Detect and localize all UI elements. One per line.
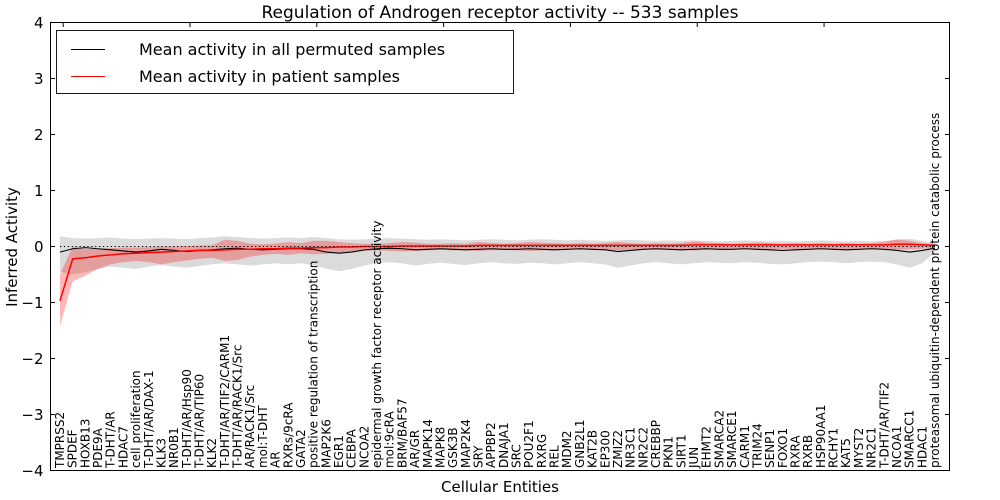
x-category-label: SENP1 bbox=[763, 429, 777, 468]
x-category-label: APPBP2 bbox=[484, 422, 498, 468]
x-category-label: AR bbox=[269, 451, 283, 468]
x-category-label: HDAC7 bbox=[116, 426, 130, 468]
x-category-label: KAT5 bbox=[839, 438, 853, 468]
x-category-label: CEBPA bbox=[345, 428, 359, 468]
x-category-label: RXRA bbox=[789, 435, 803, 468]
x-category-label: CARM1 bbox=[738, 425, 752, 468]
x-category-label: GSK3B bbox=[446, 427, 460, 468]
x-category-label: NR2C2 bbox=[636, 427, 650, 468]
patient-confidence-band bbox=[60, 239, 935, 327]
x-category-label: T-DHT/AR/Hsp90 bbox=[180, 369, 194, 469]
y-tick-label: 1 bbox=[34, 182, 44, 200]
x-category-label: KAT2B bbox=[586, 430, 600, 468]
x-category-label: TRIM24 bbox=[750, 423, 764, 469]
legend-item: Mean activity in patient samples bbox=[57, 63, 513, 90]
x-category-label: CREBBP bbox=[649, 420, 663, 468]
y-tick-label: −2 bbox=[21, 350, 43, 368]
x-category-label: SMARCA2 bbox=[712, 410, 726, 468]
permuted-line-swatch bbox=[71, 49, 105, 50]
x-category-label: KLK3 bbox=[154, 438, 168, 468]
x-category-label: AR/RACK1/Src bbox=[243, 385, 257, 468]
legend-label-permuted: Mean activity in all permuted samples bbox=[139, 40, 446, 59]
x-category-label: KLK2 bbox=[205, 438, 219, 468]
x-category-label: proteasomal ubiquitin-dependent protein … bbox=[928, 113, 942, 468]
x-category-label: T-DHT/AR/RACK1/Src bbox=[231, 345, 245, 469]
chart-title: Regulation of Androgen receptor activity… bbox=[261, 3, 739, 23]
y-tick-label: −3 bbox=[21, 406, 43, 424]
x-category-label: MAP2K6 bbox=[319, 419, 333, 468]
x-category-label: SRC bbox=[510, 444, 524, 468]
x-category-label: JUN bbox=[687, 447, 701, 469]
legend: Mean activity in all permuted samples Me… bbox=[56, 30, 514, 94]
y-tick-label: 2 bbox=[34, 126, 44, 144]
x-category-label: RXRB bbox=[801, 435, 815, 468]
x-category-label: PKN1 bbox=[662, 436, 676, 468]
legend-item: Mean activity in all permuted samples bbox=[57, 36, 513, 63]
x-category-label: RCHY1 bbox=[827, 428, 841, 468]
x-category-label: SMARCC1 bbox=[903, 410, 917, 468]
x-category-label: NCOA2 bbox=[357, 426, 371, 468]
x-category-label: NR3C1 bbox=[624, 427, 638, 468]
x-category-label: GNB2L1 bbox=[573, 420, 587, 468]
x-category-label: positive regulation of transcription bbox=[307, 261, 321, 468]
x-category-label: MAPK8 bbox=[433, 427, 447, 468]
x-category-label: AR/GR bbox=[408, 430, 422, 468]
y-axis-title: Inferred Activity bbox=[3, 187, 21, 307]
y-tick-label: −1 bbox=[21, 294, 43, 312]
x-category-label: epidermal growth factor receptor activit… bbox=[370, 221, 384, 468]
x-category-label: PDE9A bbox=[91, 427, 105, 468]
x-category-label: RXRG bbox=[535, 434, 549, 468]
x-category-label: EGR1 bbox=[332, 435, 346, 468]
x-category-label: SMARCE1 bbox=[725, 410, 739, 468]
x-category-label: MYST2 bbox=[852, 428, 866, 468]
x-category-label: SRY bbox=[471, 445, 485, 468]
x-category-label: RXRs/9cRA bbox=[281, 402, 295, 468]
patient-line-swatch bbox=[71, 76, 105, 77]
x-category-label: SPDEF bbox=[66, 429, 80, 468]
x-category-label: ZMIZ2 bbox=[611, 430, 625, 468]
x-category-label: HOXB13 bbox=[78, 419, 92, 468]
x-category-label: DNAJA1 bbox=[497, 422, 511, 468]
x-category-label: NR0B1 bbox=[167, 427, 181, 468]
x-category-label: HSP90AA1 bbox=[814, 404, 828, 468]
x-category-label: GATA2 bbox=[294, 429, 308, 468]
x-category-label: T-DHT/AR/TIP60 bbox=[192, 374, 206, 469]
x-category-label: POU2F1 bbox=[522, 420, 536, 468]
x-category-label: MDM2 bbox=[560, 430, 574, 468]
x-category-label: EHMT2 bbox=[700, 426, 714, 468]
x-category-label: cell proliferation bbox=[129, 370, 143, 468]
permuted-confidence-band bbox=[60, 236, 935, 275]
x-category-label: T-DHT/AR bbox=[104, 411, 118, 469]
x-category-label: mol:9cRA bbox=[383, 411, 397, 468]
x-category-label: NR2C1 bbox=[865, 427, 879, 468]
x-category-label: T-DHT/AR/TIF2 bbox=[877, 382, 891, 469]
x-category-label: mol:T-DHT bbox=[256, 405, 270, 468]
x-category-label: FOXO1 bbox=[776, 428, 790, 468]
patient-mean-line bbox=[59, 243, 936, 302]
x-category-label: TMPRSS2 bbox=[53, 412, 67, 469]
x-category-label: T-DHT/AR/DAX-1 bbox=[142, 370, 156, 469]
y-tick-label: 4 bbox=[34, 14, 44, 32]
y-tick-label: 3 bbox=[34, 70, 44, 88]
x-category-label: BRM/BAF57 bbox=[395, 398, 409, 468]
legend-label-patient: Mean activity in patient samples bbox=[139, 67, 400, 86]
y-tick-label: 0 bbox=[34, 238, 44, 256]
x-category-label: MAPK14 bbox=[421, 419, 435, 468]
x-axis-title: Cellular Entities bbox=[441, 478, 559, 496]
x-category-label: EP300 bbox=[598, 430, 612, 468]
y-tick-label: −4 bbox=[21, 462, 43, 480]
x-category-label: NCOA1 bbox=[890, 426, 904, 468]
x-category-label: HDAC1 bbox=[915, 426, 929, 468]
x-category-label: SIRT1 bbox=[674, 434, 688, 468]
x-category-label: REL bbox=[548, 445, 562, 468]
x-category-label: T-DHT/AR/TIF2/CARM1 bbox=[218, 335, 232, 469]
x-category-label: MAP2K4 bbox=[459, 419, 473, 468]
